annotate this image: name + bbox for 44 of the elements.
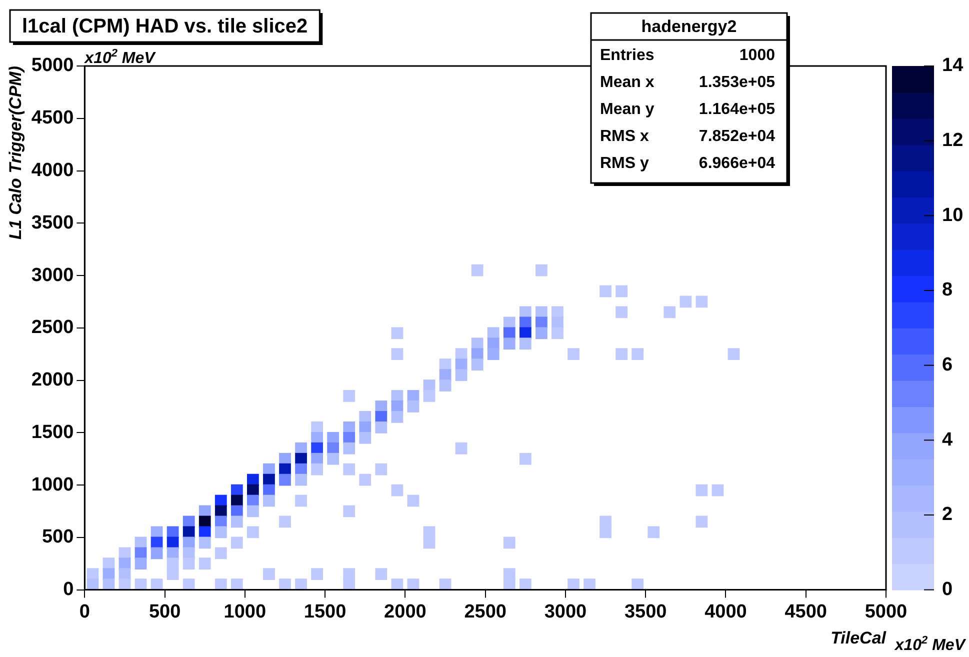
color-bar-label: 6: [942, 354, 953, 376]
annotation: Mean x: [600, 74, 654, 91]
y-tick-label: 4500: [31, 108, 74, 129]
y-tick-label: 500: [42, 526, 74, 548]
y-tick-label: 2500: [31, 317, 74, 338]
x-tick-label: 1000: [224, 601, 266, 622]
annotation: RMS y: [600, 154, 649, 172]
annotation: RMS x: [600, 128, 649, 145]
y-tick-label: 0: [63, 579, 74, 600]
y-tick-label: 5000: [31, 55, 74, 76]
x-tick-label: 2500: [464, 601, 506, 622]
y-tick-label: 3000: [31, 264, 74, 286]
color-bar-label: 12: [942, 130, 964, 152]
y-tick-label: 1500: [31, 422, 74, 443]
annotation: 7.852e+04: [698, 128, 776, 145]
y-tick-label: 4000: [31, 160, 74, 181]
text: hadenergy2: [641, 17, 737, 36]
color-bar-label: 4: [942, 429, 953, 450]
y-tick-label: 2000: [31, 370, 74, 391]
x-tick-label: 2000: [384, 601, 426, 622]
color-bar-label: 8: [942, 280, 953, 301]
x-tick-label: 4500: [784, 601, 828, 622]
x-tick-label: 4000: [704, 601, 747, 622]
x-tick-label: 3000: [544, 601, 587, 622]
x-tick-label: 500: [148, 601, 181, 622]
annotation: 6.966e+04: [698, 154, 776, 172]
annotation: 1.164e+05: [698, 100, 776, 118]
text: 1000: [739, 46, 776, 64]
x-tick-label: 5000: [864, 601, 908, 622]
x-tick-label: 0: [79, 601, 90, 622]
x-tick-label: 3500: [624, 601, 667, 622]
x-axis-title: TileCal: [830, 628, 888, 648]
color-bar-label: 0: [942, 579, 953, 600]
text: Entries: [600, 46, 654, 64]
y-tick-label: 3500: [31, 212, 74, 234]
x-tick-label: 1500: [304, 601, 346, 622]
color-bar-label: 2: [942, 504, 953, 526]
annotation: Mean y: [600, 100, 654, 118]
y-axis-title: L1 Calo Trigger(CPM): [6, 66, 25, 240]
chart-title: l1cal (CPM) HAD vs. tile slice2: [22, 16, 308, 38]
color-bar-label: 10: [942, 204, 964, 226]
annotation: 1.353e+05: [698, 74, 776, 91]
y-tick-label: 1000: [31, 474, 74, 496]
color-bar-label: 14: [942, 55, 964, 76]
